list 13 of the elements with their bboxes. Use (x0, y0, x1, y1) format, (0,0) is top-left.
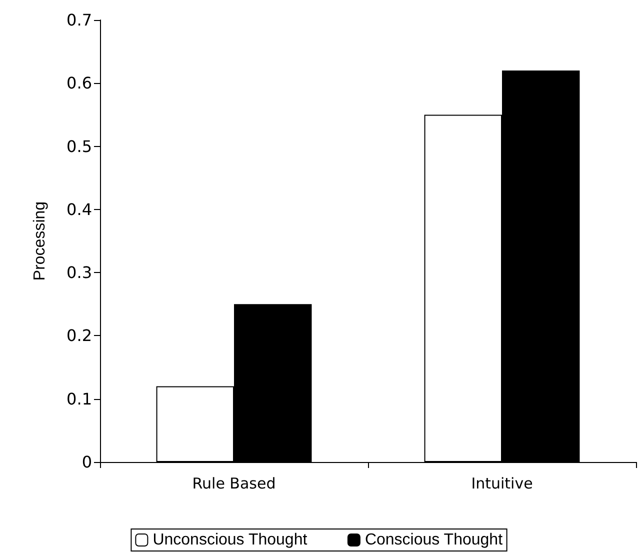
legend-label: Conscious Thought (364, 532, 504, 548)
y-tick-label: 0.5 (66, 136, 92, 156)
x-tick-label: Rule Based (192, 474, 276, 492)
y-tick-label: 0.6 (66, 74, 92, 93)
y-tick-label: 0.1 (66, 389, 92, 408)
y-tick-label: 0.7 (66, 10, 92, 30)
y-tick-label: 0.2 (66, 326, 92, 346)
x-tick-label: Intuitive (471, 474, 533, 492)
y-tick-label: 0.4 (66, 200, 92, 219)
y-axis-title: Processing (32, 201, 48, 281)
y-tick-label: 0 (82, 452, 92, 472)
y-tick-label: 0.3 (66, 263, 92, 282)
legend-label: Unconscious Thought (152, 532, 308, 548)
